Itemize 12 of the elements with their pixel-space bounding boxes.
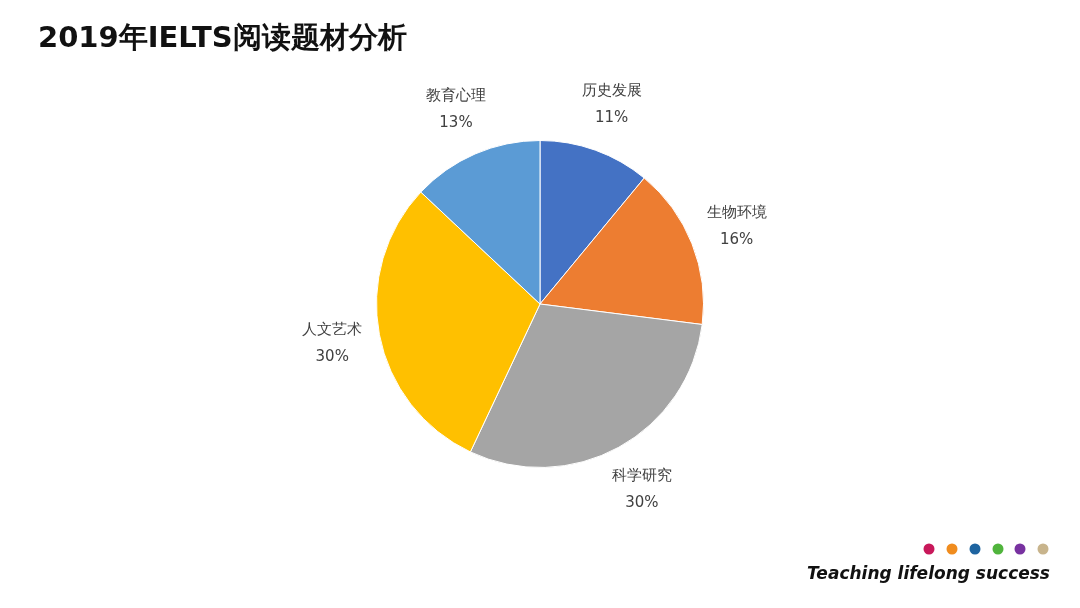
data-label: 30% [315, 347, 349, 366]
data-label: 13% [439, 113, 473, 132]
slice-label: 生物环境 [706, 202, 767, 221]
data-label: 30% [625, 492, 659, 511]
slice-label: 科学研究 [611, 465, 672, 484]
text: Teaching lifelong success [806, 562, 1050, 584]
slice-label: 人文艺术 [302, 320, 363, 339]
data-label: 16% [719, 229, 754, 248]
slice-label: 教育心理 [426, 86, 486, 105]
slice-label: 历史发展 [581, 81, 642, 100]
chart-title: 2019年IELTS阅读题材分析 [38, 19, 407, 56]
data-label: 11% [594, 108, 629, 127]
